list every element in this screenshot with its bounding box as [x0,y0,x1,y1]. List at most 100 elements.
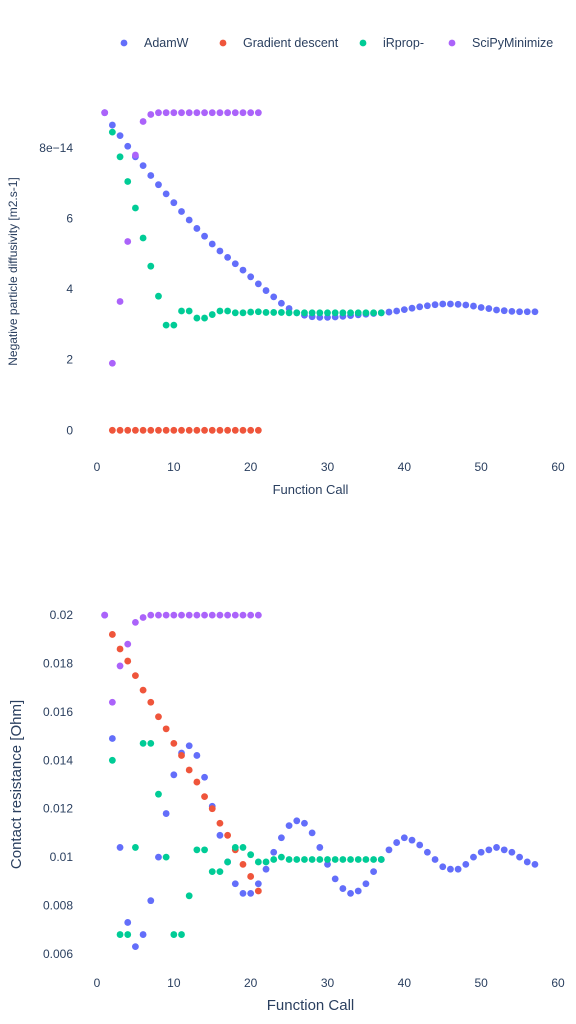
legend-item[interactable]: Gradient descent [219,36,339,50]
diffusivity-point-scipyminimize [201,109,208,117]
diffusivity-point-adamw [516,308,523,316]
diffusivity-point-adamw [531,308,539,316]
diffusivity-point-gradient-descent [155,426,162,434]
diffusivity-point-adamw [224,253,232,261]
legend-item[interactable]: SciPyMinimize [448,36,554,50]
diffusivity-point-irprop [316,309,324,317]
diffusivity-point-adamw [216,247,224,255]
resistance-point-adamw [500,846,508,854]
diffusivity-point-adamw [270,293,278,301]
diffusivity-point-adamw [500,307,508,315]
diffusivity-point-gradient-descent [162,426,170,434]
diffusivity-point-scipyminimize [224,109,232,117]
legend-label: SciPyMinimize [472,36,553,50]
diffusivity-x-axis-title: Function Call [273,482,349,497]
diffusivity-point-adamw [185,216,193,224]
resistance-point-adamw [531,860,539,868]
diffusivity-point-irprop [216,307,224,315]
diffusivity-point-gradient-descent [185,426,193,434]
diffusivity-y-tick-label: 2 [66,353,73,367]
resistance-y-tick-label: 0.012 [43,802,73,816]
resistance-point-adamw [193,752,201,759]
resistance-point-irprop [262,858,270,866]
resistance-point-irprop [285,856,293,863]
diffusivity-x-tick-label: 0 [94,460,101,474]
resistance-point-adamw [339,885,347,892]
resistance-point-adamw [262,865,270,873]
resistance-y-axis-title: Contact resistance [Ohm] [8,700,25,869]
legend-item[interactable]: AdamW [120,36,189,50]
resistance-point-scipyminimize [224,611,232,619]
legend-item[interactable]: iRprop- [359,36,424,50]
diffusivity-point-irprop [278,309,285,316]
diffusivity-x-tick-label: 50 [474,460,488,474]
resistance-y-tick-label: 0.014 [43,753,73,767]
diffusivity-x-tick-label: 30 [321,460,335,474]
resistance-x-tick-label: 0 [94,976,101,990]
resistance-point-adamw [493,844,500,851]
resistance-point-adamw [485,846,493,854]
resistance-y-tick-label: 0.008 [43,899,73,913]
diffusivity-point-adamw [139,162,147,170]
diffusivity-point-adamw [508,307,516,315]
resistance-point-gradient-descent [239,860,247,868]
diffusivity-point-adamw [247,273,255,281]
diffusivity-point-irprop [201,314,208,322]
resistance-point-adamw [516,853,523,861]
resistance-point-adamw [301,819,308,827]
resistance-point-adamw [270,848,278,856]
resistance-x-tick-label: 40 [398,976,412,990]
resistance-point-adamw [423,848,431,856]
resistance-point-scipyminimize [247,611,255,619]
resistance-point-scipyminimize [239,611,247,619]
diffusivity-point-irprop [339,309,347,317]
resistance-point-scipyminimize [208,611,216,619]
diffusivity-point-adamw [470,302,477,310]
resistance-point-adamw [454,865,462,873]
resistance-point-irprop [155,790,162,798]
resistance-x-tick-label: 10 [167,976,181,990]
diffusivity-point-adamw [147,172,155,179]
diffusivity-point-adamw [116,132,124,140]
resistance-point-adamw [162,810,170,817]
diffusivity-point-adamw [423,302,431,310]
resistance-point-adamw [155,853,162,861]
diffusivity-point-irprop [116,153,124,161]
diffusivity-point-irprop [185,307,193,315]
resistance-y-tick-label: 0.016 [43,705,73,719]
diffusivity-point-scipyminimize [132,151,139,159]
diffusivity-point-irprop [301,309,308,317]
legend-marker [359,39,367,47]
resistance-point-scipyminimize [155,611,162,619]
resistance-point-adamw [408,836,416,844]
resistance-point-irprop [239,844,247,851]
diffusivity-point-irprop [377,309,385,317]
resistance-point-irprop [347,856,354,863]
diffusivity-point-gradient-descent [170,426,178,434]
resistance-point-adamw [354,887,362,895]
resistance-point-irprop [316,856,324,863]
resistance-point-adamw [170,771,178,779]
diffusivity-point-irprop [147,262,155,270]
resistance-point-scipyminimize [254,611,262,619]
diffusivity-point-gradient-descent [178,426,185,434]
resistance-point-adamw [293,817,301,825]
diffusivity-x-tick-label: 40 [398,460,412,474]
diffusivity-point-adamw [193,225,201,232]
diffusivity-point-adamw [447,300,454,308]
resistance-point-irprop [208,868,216,876]
diffusivity-y-tick-label: 0 [66,423,73,437]
diffusivity-point-adamw [124,142,132,150]
resistance-point-adamw [470,853,477,861]
resistance-point-scipyminimize [116,662,124,670]
resistance-point-scipyminimize [178,611,185,619]
legend-label: AdamW [144,36,189,50]
diffusivity-point-scipyminimize [108,359,116,367]
diffusivity-point-irprop [362,309,370,317]
diffusivity-point-adamw [493,306,500,314]
legend[interactable]: AdamW Gradient descent iRprop- SciPyMinimiz… [120,36,554,50]
diffusivity-point-adamw [454,300,462,308]
diffusivity-x-tick-label: 20 [244,460,258,474]
diffusivity-y-axis-title: Negative particle diffusivity [m2.s-1] [6,177,20,366]
